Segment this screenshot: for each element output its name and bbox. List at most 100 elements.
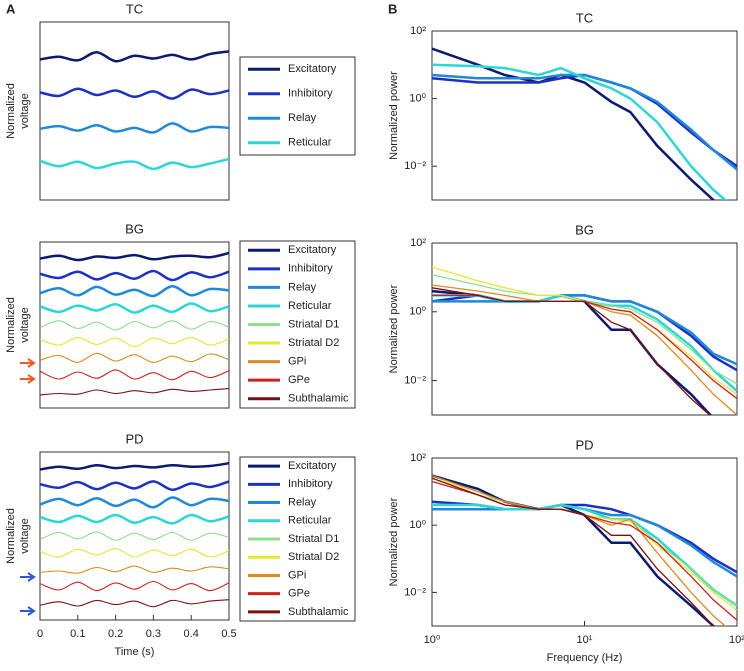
y-tick-label: 10⁻²: [404, 375, 426, 387]
plot-lines: [432, 47, 737, 200]
power-line: [432, 274, 737, 385]
voltage-trace: [40, 336, 229, 348]
legend-label: Relay: [288, 496, 317, 508]
arrow: [20, 572, 36, 582]
voltage-trace: [40, 580, 229, 592]
y-axis-label: Normalized power: [388, 497, 400, 586]
plot-frame: [39, 241, 230, 409]
arrow: [20, 358, 36, 368]
voltage-trace: [40, 302, 229, 314]
legend-label: GPi: [288, 569, 306, 581]
voltage-trace: [40, 122, 229, 134]
plot-lines: [432, 266, 737, 415]
voltage-trace: [40, 320, 229, 331]
voltage-trace: [40, 496, 229, 509]
voltage-trace: [40, 157, 229, 171]
y-axis-label: Normalized: [5, 83, 17, 139]
voltage-trace: [40, 87, 229, 100]
voltage-trace: [40, 269, 229, 282]
legend-label: Striatal D1: [288, 533, 339, 545]
y-tick-label: 10²: [410, 25, 426, 37]
panel-letter: B: [388, 1, 397, 16]
panel-title: TC: [126, 1, 143, 16]
voltage-trace: [40, 50, 229, 63]
voltage-trace: [40, 461, 229, 471]
legend-label: GPi: [288, 356, 306, 368]
panel-title: TC: [576, 10, 593, 25]
legend-label: Excitatory: [288, 460, 337, 472]
legend-label: Striatal D2: [288, 551, 339, 563]
y-axis-label: Normalized: [5, 508, 17, 564]
arrow: [20, 606, 36, 616]
y-axis-label: Normalized power: [388, 284, 400, 373]
power-line: [432, 474, 727, 626]
power-line: [432, 287, 711, 415]
y-tick-label: 10⁻²: [404, 586, 426, 598]
x-tick-label: 10⁰: [424, 634, 441, 646]
arrow: [20, 374, 36, 384]
x-axis-label: Time (s): [115, 646, 155, 658]
x-tick-label: 0.3: [146, 628, 161, 640]
voltage-trace: [40, 513, 229, 525]
x-axis-label: Frequency (Hz): [547, 652, 623, 664]
plot-frame: [431, 242, 738, 416]
legend-label: Inhibitory: [288, 88, 333, 100]
voltage-trace: [40, 251, 229, 262]
panel-title: BG: [125, 221, 144, 236]
voltage-trace: [40, 480, 229, 492]
plot-lines: [432, 474, 737, 626]
legend-label: Inhibitory: [288, 478, 333, 490]
plot-lines: [40, 50, 229, 171]
voltage-trace: [40, 548, 229, 558]
x-tick-label: 0.1: [70, 628, 85, 640]
plot-lines: [40, 251, 229, 396]
legend-label: Striatal D1: [288, 318, 339, 330]
x-tick-label: 0.5: [221, 628, 236, 640]
voltage-trace: [40, 284, 229, 298]
power-line: [432, 63, 728, 200]
panel-title: PD: [575, 437, 593, 452]
legend-label: Reticular: [288, 137, 332, 149]
legend-label: Excitatory: [288, 63, 337, 75]
x-tick-label: 0: [37, 628, 43, 640]
plot-frame: [39, 451, 230, 621]
panel-title: PD: [125, 431, 143, 446]
x-tick-label: 10¹: [577, 634, 593, 646]
legend-box: [239, 56, 356, 156]
x-tick-label: 0.4: [184, 628, 199, 640]
legend-label: GPe: [288, 374, 310, 386]
y-tick-label: 10²: [410, 237, 426, 249]
legend-label: Subthalamic: [288, 606, 349, 618]
plot-frame: [431, 30, 738, 201]
y-axis-label: voltage: [19, 93, 31, 128]
legend-label: Reticular: [288, 300, 332, 312]
legend-label: Reticular: [288, 515, 332, 527]
voltage-trace: [40, 599, 229, 608]
voltage-trace: [40, 352, 229, 363]
y-tick-label: 10⁰: [409, 306, 426, 318]
voltage-trace: [40, 565, 229, 574]
voltage-trace: [40, 369, 229, 381]
plot-frame: [39, 21, 230, 201]
legend-label: Relay: [288, 112, 317, 124]
legend-label: Subthalamic: [288, 393, 349, 405]
y-axis-label: voltage: [19, 518, 31, 553]
legend-label: Excitatory: [288, 244, 337, 256]
legend-label: Striatal D2: [288, 337, 339, 349]
y-tick-label: 10⁰: [409, 519, 426, 531]
power-line: [432, 47, 716, 200]
legend-label: Inhibitory: [288, 263, 333, 275]
x-tick-label: 0.2: [108, 628, 123, 640]
voltage-trace: [40, 531, 229, 541]
panel-letter: A: [6, 1, 16, 16]
y-tick-label: 10⁻²: [404, 160, 426, 172]
y-tick-label: 10⁰: [409, 93, 426, 105]
y-tick-label: 10²: [410, 452, 426, 464]
y-axis-label: Normalized power: [388, 71, 400, 160]
y-axis-label: voltage: [19, 307, 31, 342]
legend-label: GPe: [288, 588, 310, 600]
voltage-trace: [40, 388, 229, 396]
power-line: [432, 284, 737, 415]
panel-title: BG: [575, 222, 594, 237]
